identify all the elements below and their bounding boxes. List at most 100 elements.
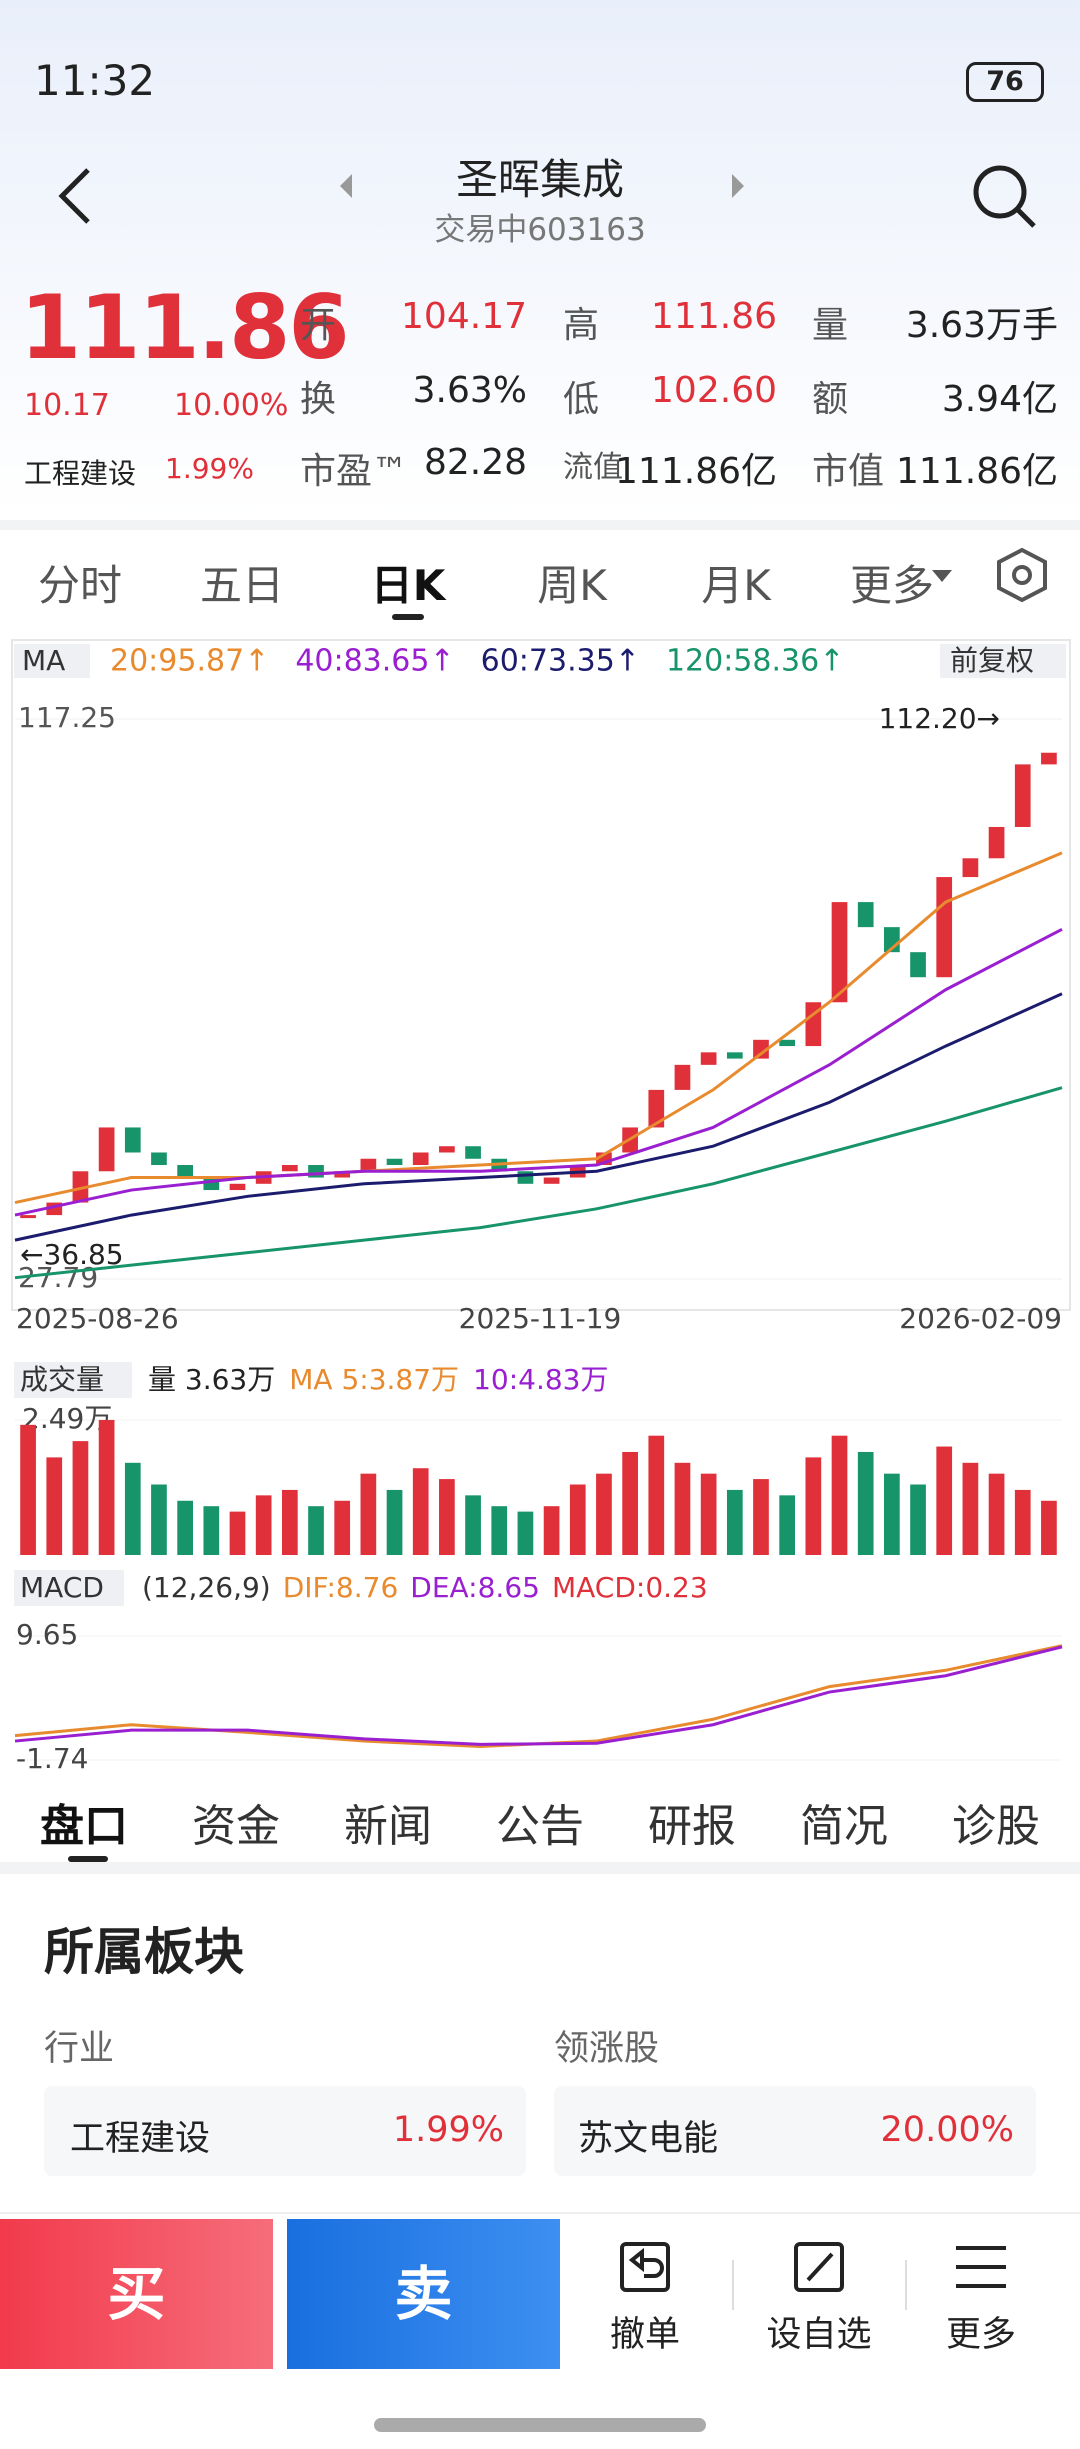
tab[interactable]: 五日 (199, 561, 284, 610)
action-button[interactable]: 撤单 (609, 2315, 680, 2355)
field-value: 104.17 (401, 296, 527, 337)
next-stock[interactable] (732, 174, 744, 198)
field-value: 102.60 (651, 370, 777, 411)
volume-bar (884, 1473, 900, 1555)
volume-bar (439, 1479, 455, 1555)
y-tick-label: 27.79 (18, 1261, 98, 1294)
volume-bar (805, 1457, 822, 1555)
price: 111.86 (20, 276, 350, 379)
candle (831, 902, 848, 1003)
candle (360, 1158, 377, 1172)
candle (308, 1165, 324, 1178)
volume-bar (255, 1495, 272, 1555)
volume-bar (753, 1479, 769, 1555)
macd-title: MACD (20, 1571, 104, 1604)
x-tick-label: 2025-11-19 (459, 1302, 622, 1335)
field-label: 市盈™ (300, 451, 409, 492)
legend-entry: MACD:0.23 (552, 1571, 708, 1604)
action-button[interactable]: 设自选 (766, 2315, 872, 2355)
volume-chart: 成交量 量 3.63万 MA 5:3.87万 10:4.83万 2.49万 (14, 1362, 1062, 1555)
action-button[interactable]: 更多 (945, 2315, 1016, 2355)
status-time: 11:32 (34, 56, 156, 105)
candle (936, 877, 953, 978)
card-pct: 1.99% (392, 2110, 504, 2150)
legend-entry: DEA:8.65 (410, 1571, 540, 1604)
y-tick-label: 2.49万 (22, 1402, 112, 1435)
volume-bar (936, 1446, 953, 1555)
volume-bar (229, 1511, 246, 1555)
legend-entry: 120:58.36↑ (666, 644, 844, 679)
field-label: 额 (812, 379, 849, 420)
field-label: 市值 (812, 451, 885, 492)
watch-icon (794, 2242, 844, 2292)
volume-bar (962, 1462, 979, 1555)
volume-bar (543, 1506, 560, 1555)
volume-bar (334, 1500, 351, 1555)
back-button[interactable] (58, 168, 90, 224)
tab-indicator (68, 1856, 108, 1862)
prev-stock[interactable] (340, 174, 352, 198)
tab[interactable]: 月K (701, 561, 771, 610)
macd-chart: MACD (12,26,9) DIF:8.76 DEA:8.65 MACD:0.23 -1… (14, 1570, 1063, 1775)
x-tick-label: 2025-08-26 (16, 1302, 179, 1335)
industry-card[interactable]: 工程建设 1.99% (44, 2086, 526, 2176)
tab-indicator (392, 614, 424, 620)
candle (334, 1171, 351, 1178)
field-value: 82.28 (423, 442, 527, 483)
volume-bar (281, 1489, 298, 1555)
bottom-tab[interactable]: 诊股 (952, 1801, 1040, 1852)
legend-entry: 20:95.87↑ (110, 644, 269, 679)
candle (20, 1215, 36, 1219)
volume-bar (1041, 1500, 1057, 1555)
bottom-tab[interactable]: 简况 (800, 1801, 888, 1852)
tab[interactable]: 分时 (37, 561, 122, 610)
volume-title: 成交量 (20, 1363, 104, 1396)
buy-button[interactable]: 买 (0, 2219, 273, 2369)
candle (386, 1158, 403, 1166)
volume-bar (596, 1473, 612, 1555)
ma-line (14, 851, 1063, 1205)
volume-bar (1014, 1489, 1031, 1555)
battery: 76 (966, 62, 1044, 102)
tab[interactable]: 周K (537, 561, 607, 610)
candle (648, 1089, 665, 1128)
legend-entry: 40:83.65↑ (295, 644, 454, 679)
volume-bar (857, 1451, 874, 1555)
settings-icon[interactable] (0, 540, 1080, 620)
title-chip (14, 1362, 132, 1398)
ma-line (14, 992, 1063, 1242)
y-tick-label: -1.74 (16, 1742, 88, 1775)
candle (1014, 764, 1031, 827)
field-value: 111.86亿 (896, 451, 1058, 492)
field-value: 3.63% (412, 370, 527, 411)
candle (543, 1177, 560, 1184)
leader-card[interactable]: 苏文电能 20.00% (554, 2086, 1036, 2176)
bottom-tab[interactable]: 研报 (648, 1801, 736, 1852)
field-label: 高 (563, 305, 600, 346)
candle (726, 1052, 743, 1059)
sell-button[interactable]: 卖 (287, 2219, 560, 2369)
volume-bar (569, 1484, 586, 1555)
tab[interactable]: 更多 (849, 561, 934, 610)
legend-entry: 10:4.83万 (473, 1363, 608, 1396)
volume-bar (308, 1506, 324, 1555)
bottom-tab[interactable]: 盘口 (40, 1801, 128, 1852)
volume-bar (360, 1473, 377, 1555)
home-indicator (374, 2418, 706, 2432)
bottom-tab[interactable]: 资金 (192, 1801, 280, 1852)
search-button[interactable] (973, 165, 1036, 228)
candle (857, 902, 874, 928)
tab[interactable]: 日K (370, 561, 446, 610)
header-icons (58, 165, 1036, 228)
volume-bar (177, 1500, 193, 1555)
volume-bar (648, 1435, 665, 1555)
title-chip (14, 1570, 124, 1606)
candle (988, 826, 1005, 859)
bottom-tab[interactable]: 公告 (496, 1801, 584, 1852)
divider (0, 1862, 1080, 1874)
sector[interactable]: 工程建设 (24, 457, 137, 490)
candle (753, 1039, 769, 1059)
bottom-tab[interactable]: 新闻 (344, 1801, 432, 1852)
volume-bar (831, 1435, 848, 1555)
